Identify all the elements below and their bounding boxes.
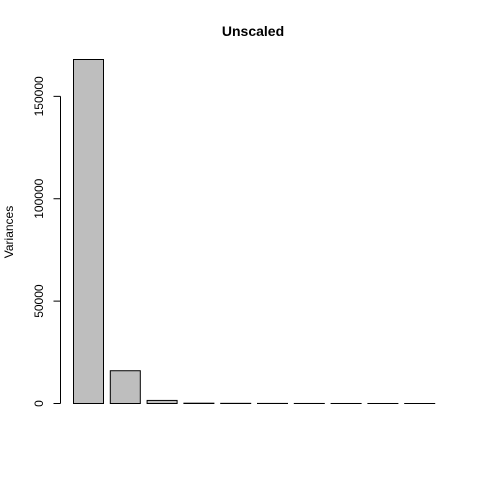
bar-series [74,60,435,404]
bar [147,400,177,403]
chart-title: Unscaled [222,23,284,39]
y-tick-label: 100000 [32,178,46,218]
y-axis-ticks: 0 50000 100000 150000 [32,76,61,407]
y-tick-label: 150000 [32,76,46,116]
y-tick-label: 0 [32,400,46,407]
bar [74,60,104,404]
y-tick-label: 50000 [32,284,46,318]
y-axis-label: Variances [2,206,16,258]
bar [110,371,140,404]
